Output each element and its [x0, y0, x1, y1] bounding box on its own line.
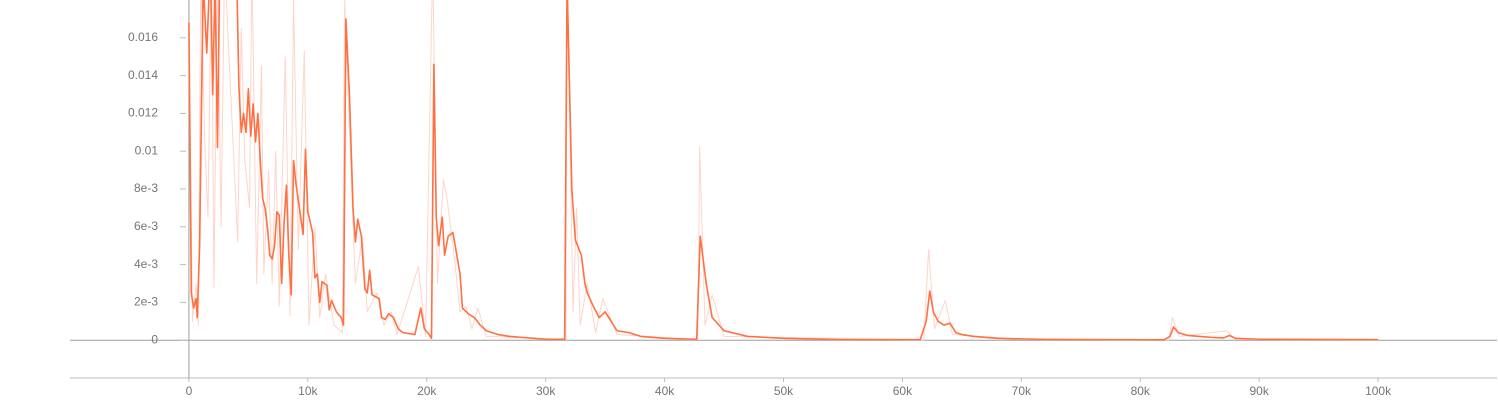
y-tick-label: 0.01	[135, 143, 159, 157]
y-tick-label: 8e-3	[134, 181, 158, 195]
y-tick-label: 0	[151, 332, 158, 346]
y-tick-label: 6e-3	[134, 219, 158, 233]
y-tick-label: 4e-3	[134, 257, 158, 271]
x-tick-label: 70k	[1012, 384, 1032, 398]
series-line	[188, 0, 1379, 341]
x-tick-label: 20k	[417, 384, 437, 398]
x-tick-label: 80k	[1131, 384, 1151, 398]
x-tick-label: 100k	[1365, 384, 1392, 398]
grid	[70, 0, 1497, 382]
x-tick-label: 30k	[536, 384, 556, 398]
x-tick-label: 40k	[655, 384, 675, 398]
plot-area	[188, 0, 1379, 341]
x-tick-label: 50k	[774, 384, 794, 398]
y-tick-label: 0.012	[128, 106, 158, 120]
x-tick-label: 60k	[893, 384, 913, 398]
y-tick-label: 2e-3	[134, 295, 158, 309]
tick-labels: 0 2e-3 4e-3 6e-3 8e-3 0.01 0.012 0.014 0.016 0 10k…	[128, 30, 1392, 398]
y-tick-label: 0.014	[128, 68, 158, 82]
x-tick-label: 10k	[298, 384, 318, 398]
y-tick-label: 0.016	[128, 30, 158, 44]
x-tick-label: 90k	[1249, 384, 1269, 398]
x-tick-label: 0	[186, 384, 193, 398]
